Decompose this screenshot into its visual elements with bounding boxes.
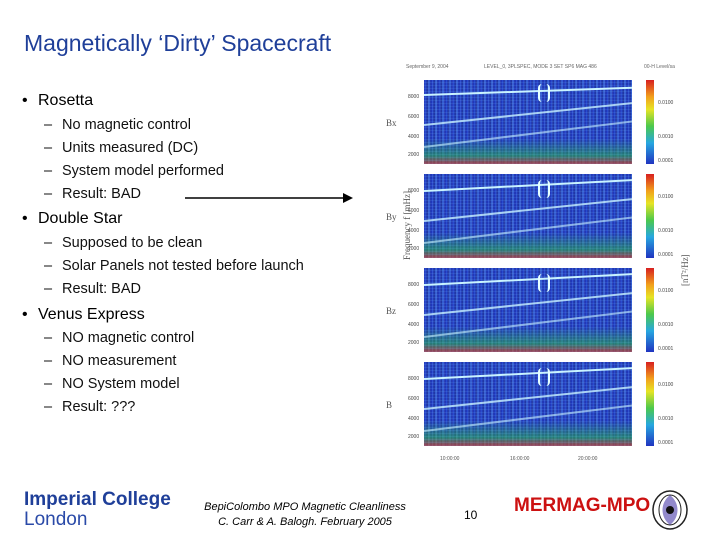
sub-bullet: – Units measured (DC) [44, 140, 199, 156]
bullet-double-star: • Double Star [22, 210, 123, 227]
colorbar [646, 268, 654, 352]
sub-bullet: – System model performed [44, 163, 224, 179]
footer-caption: BepiColombo MPO Magnetic Cleanliness C. … [204, 501, 406, 528]
sub-bullet: – NO System model [44, 376, 180, 392]
sub-bullet: – Result: ??? [44, 399, 136, 415]
bullet-rosetta: • Rosetta [22, 92, 94, 109]
sub-bullet: – Supposed to be clean [44, 235, 203, 251]
spectrogram-panel [424, 80, 632, 164]
right-arrow-icon [185, 193, 353, 203]
bullet-venus-express: • Venus Express [22, 306, 145, 323]
sub-bullet: – Result: BAD [44, 186, 141, 202]
spectrogram-panel [424, 362, 632, 446]
panel-label: By [386, 212, 397, 222]
colorbar-label: [nT²/Hz] [680, 254, 690, 286]
sub-bullet: – NO magnetic control [44, 330, 195, 346]
panel-label: Bz [386, 306, 396, 316]
slide-title: Magnetically ‘Dirty’ Spacecraft [24, 30, 332, 56]
page-number: 10 [464, 508, 478, 522]
colorbar [646, 174, 654, 258]
spectrogram-panel [424, 268, 632, 352]
sub-bullet: – NO measurement [44, 353, 177, 369]
x-tick: 16:00:00 [510, 456, 530, 462]
imperial-college-logo: Imperial College London [24, 489, 171, 530]
panel-label: B [386, 400, 393, 410]
x-tick: 10:00:00 [440, 456, 460, 462]
panel-label: Bx [386, 118, 397, 128]
x-tick: 20:00:00 [578, 456, 598, 462]
colorbar [646, 80, 654, 164]
colorbar [646, 362, 654, 446]
spectrogram-panel [424, 174, 632, 258]
sub-bullet: – Solar Panels not tested before launch [44, 258, 304, 274]
mermag-emblem-icon [652, 490, 688, 530]
spectrogram-figure: September 9, 2004 LEVEL_0, 3PLSPEC, MODE… [386, 64, 690, 462]
sub-bullet: – No magnetic control [44, 117, 191, 133]
project-name: MERMAG-MPO [514, 495, 651, 516]
sub-bullet: – Result: BAD [44, 281, 141, 297]
